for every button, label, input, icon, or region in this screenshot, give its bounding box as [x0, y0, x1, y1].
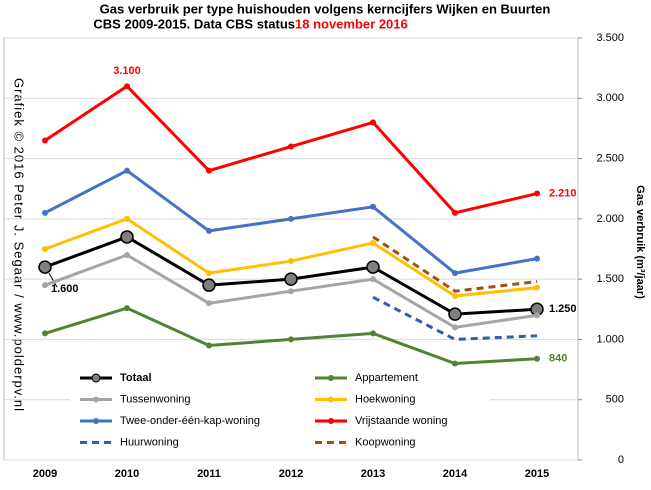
legend-label: Hoekwoning	[355, 393, 416, 405]
legend-box	[70, 366, 490, 454]
legend-marker	[328, 418, 334, 424]
legend-marker	[328, 396, 334, 403]
marker	[38, 260, 52, 274]
marker	[206, 270, 212, 277]
marker	[452, 270, 458, 277]
marker	[288, 288, 294, 295]
marker	[534, 355, 540, 362]
chart-title: Gas verbruik per type huishouden volgens…	[100, 1, 551, 16]
legend-label: Tussenwoning	[120, 393, 191, 405]
marker	[284, 272, 298, 286]
marker	[288, 215, 294, 222]
marker	[206, 227, 212, 234]
marker	[370, 330, 376, 337]
x-tick-label: 2010	[115, 468, 139, 480]
legend-label: Appartement	[355, 372, 418, 384]
marker	[42, 246, 48, 252]
leader-line	[48, 272, 58, 288]
marker	[534, 190, 540, 197]
marker	[206, 300, 212, 307]
marker	[42, 209, 48, 216]
marker	[124, 167, 130, 174]
marker	[288, 336, 294, 343]
marker	[288, 143, 294, 150]
data-label: 3.100	[113, 65, 141, 77]
legend-label: Totaal	[120, 372, 152, 384]
marker	[448, 307, 462, 321]
marker	[202, 278, 216, 292]
marker	[124, 215, 130, 222]
x-tick-label: 2009	[33, 468, 57, 480]
legend-marker	[91, 373, 101, 383]
x-tick-label: 2014	[443, 468, 468, 480]
data-label: 1.600	[51, 283, 79, 295]
x-tick-label: 2015	[525, 468, 549, 480]
x-tick-label: 2012	[279, 468, 303, 480]
marker	[370, 203, 376, 210]
legend-label: Twee-onder-één-kap-woning	[120, 415, 260, 427]
marker	[124, 83, 130, 90]
marker	[120, 230, 134, 244]
marker	[124, 252, 130, 259]
marker	[366, 260, 380, 274]
y-tick-label: 500	[606, 394, 624, 406]
y-tick-label: 1.000	[596, 333, 624, 345]
marker	[42, 330, 48, 337]
legend-label: Vrijstaande woning	[355, 415, 448, 427]
chart-title-date: 18 november 2016	[295, 16, 408, 31]
y-tick-label: 3.500	[596, 32, 624, 44]
chart-title-line2: CBS 2009-2015. Data CBS status	[93, 16, 295, 31]
y-tick-label: 2.000	[596, 213, 624, 225]
marker	[206, 167, 212, 174]
legend-marker	[93, 418, 99, 424]
x-tick-label: 2013	[361, 468, 385, 480]
y-axis-label: Gas verbruik (m³/jaar)	[634, 185, 646, 299]
y-tick-label: 3.000	[596, 92, 624, 104]
marker	[370, 276, 376, 283]
x-tick-label: 2011	[197, 468, 221, 480]
y-tick-label: 1.500	[596, 273, 624, 285]
marker	[288, 258, 294, 265]
marker	[206, 342, 212, 349]
series-line	[372, 295, 538, 341]
data-label: 2.210	[549, 187, 577, 199]
marker	[534, 312, 540, 319]
legend-label: Huurwoning	[120, 436, 179, 448]
legend-marker	[328, 375, 334, 381]
legend-marker	[93, 396, 99, 403]
marker	[452, 324, 458, 331]
y-tick-label: 2.500	[596, 152, 624, 164]
marker	[124, 305, 130, 312]
marker	[42, 282, 48, 289]
y-tick-label: 0	[618, 454, 624, 466]
credit: Grafiek © 2016 Peter J. Segaar / www.pol…	[12, 78, 27, 412]
marker	[370, 239, 376, 246]
legend-label: Koopwoning	[355, 436, 416, 448]
marker	[452, 209, 458, 216]
data-label: 1.250	[549, 303, 577, 315]
marker	[534, 284, 540, 291]
data-label: 840	[549, 353, 567, 365]
marker	[452, 360, 458, 367]
marker	[370, 119, 376, 126]
marker	[452, 293, 458, 300]
series-line	[372, 235, 538, 293]
marker	[42, 137, 48, 144]
marker	[534, 255, 540, 262]
